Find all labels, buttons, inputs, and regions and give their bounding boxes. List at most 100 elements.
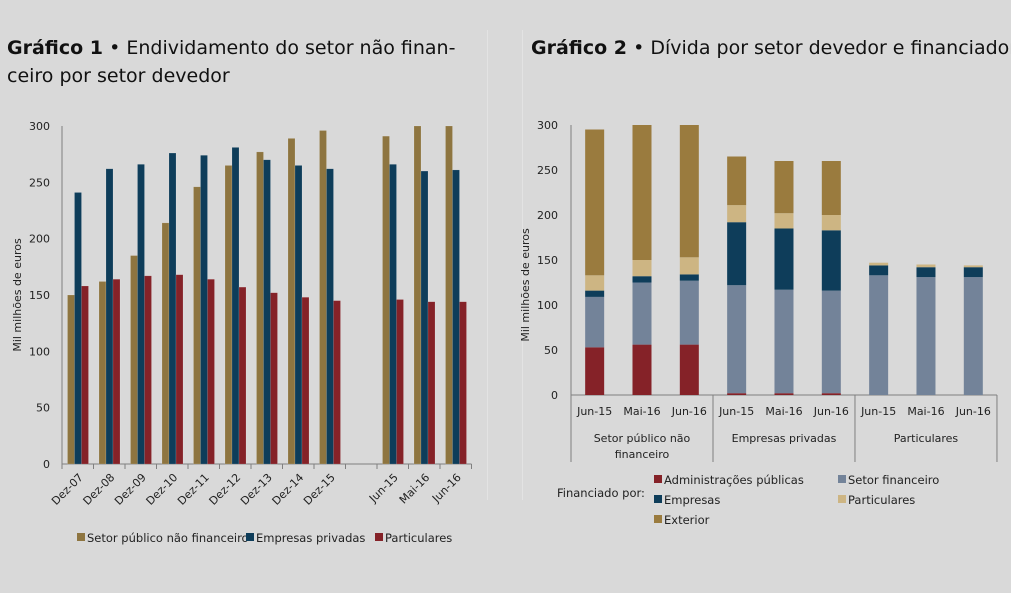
chart1-bar-particulares xyxy=(427,301,436,465)
title-bullet: • xyxy=(109,37,121,59)
chart1-bar-particulares xyxy=(175,274,184,465)
chart2-legend-label: Exterior xyxy=(664,513,710,527)
chart2-bar-segment-administracoes-publicas xyxy=(727,393,747,395)
chart1-legend-label: Empresas privadas xyxy=(256,531,365,545)
chart2-bar-segment-exterior xyxy=(727,156,747,206)
chart2-x-tick-label: Mai-16 xyxy=(765,405,802,418)
chart2-bar-segment-particulares xyxy=(632,260,652,277)
chart2-y-tick-label: 200 xyxy=(537,209,558,222)
chart2-legend-label: Administrações públicas xyxy=(664,473,804,487)
chart2-bar-segment-particulares xyxy=(963,265,983,268)
chart1-y-axis-label: Mil milhões de euros xyxy=(11,238,24,352)
chart2-group-label: Setor público não xyxy=(594,432,691,445)
chart1-bar-particulares xyxy=(81,285,89,465)
chart1-y-tick-label: 250 xyxy=(29,176,50,189)
chart1-bar-particulares xyxy=(144,275,152,465)
chart2-x-tick-label: Jun-15 xyxy=(576,405,612,418)
chart2-bar-segment-empresas xyxy=(821,230,841,291)
chart2-bar-segment-setor-financeiro xyxy=(916,277,936,395)
chart2-y-tick-label: 150 xyxy=(537,254,558,267)
chart2-x-tick-label: Jun-16 xyxy=(671,405,707,418)
chart2-bar-segment-setor-financeiro xyxy=(632,282,652,345)
chart2-y-tick-label: 250 xyxy=(537,164,558,177)
chart2-title-bold: Gráfico 2 xyxy=(531,37,628,59)
chart2-title-text: Dívida por setor devedor e financiador xyxy=(650,37,1011,59)
chart2-legend-swatch xyxy=(838,475,846,483)
chart2-group-label: Empresas privadas xyxy=(732,432,837,445)
panel-separator xyxy=(487,30,488,500)
chart1-title-bold: Gráfico 1 xyxy=(7,37,104,59)
chart2-y-tick-label: 50 xyxy=(544,344,558,357)
chart2-bar-segment-empresas xyxy=(632,276,652,283)
chart2-y-tick-label: 100 xyxy=(537,299,558,312)
chart2-bar-segment-particulares xyxy=(916,264,936,268)
chart2-x-tick-label: Jun-16 xyxy=(955,405,991,418)
chart2-y-tick-label: 300 xyxy=(537,119,558,132)
chart1-legend-swatch xyxy=(77,533,85,541)
chart2-bar-segment-particulares xyxy=(774,213,794,229)
chart1-y-tick-label: 100 xyxy=(29,345,50,358)
chart2-bar-segment-exterior xyxy=(585,129,605,276)
chart1-bar-particulares xyxy=(333,300,341,465)
chart1-title-line2: ceiro por setor devedor xyxy=(7,65,230,87)
chart2-bar-segment-setor-financeiro xyxy=(821,290,841,394)
chart1-bar-particulares xyxy=(270,292,278,465)
chart2-bar-segment-empresas xyxy=(679,274,699,281)
chart2-x-tick-label: Mai-16 xyxy=(907,405,944,418)
chart1-bar-particulares xyxy=(301,297,310,465)
panel-separator xyxy=(522,30,523,500)
chart2-bar-segment-empresas xyxy=(963,267,983,278)
chart2-bar-segment-exterior xyxy=(774,161,794,214)
chart2-group-label: financeiro xyxy=(615,448,670,461)
chart2-group-label: Particulares xyxy=(894,432,959,445)
chart2-legend-title: Financiado por: xyxy=(557,486,645,500)
chart2-x-tick-label: Jun-16 xyxy=(813,405,849,418)
chart2-bar-segment-administracoes-publicas xyxy=(679,344,699,395)
chart2-legend-label: Empresas xyxy=(664,493,720,507)
chart2-bar-segment-setor-financeiro xyxy=(869,275,889,395)
title-bullet: • xyxy=(633,37,645,59)
chart2-bar-segment-particulares xyxy=(821,215,841,231)
chart2-bar-segment-setor-financeiro xyxy=(679,280,699,345)
chart1-bar-particulares xyxy=(459,301,467,465)
chart2-legend-swatch xyxy=(838,495,846,503)
chart2-x-tick-label: Jun-15 xyxy=(718,405,754,418)
chart2-bar-segment-setor-financeiro xyxy=(585,296,605,348)
chart2-bar-segment-administracoes-publicas xyxy=(774,393,794,395)
chart2-bar-segment-empresas xyxy=(774,228,794,290)
chart1-legend-label: Particulares xyxy=(385,531,452,545)
chart2-bar-segment-empresas xyxy=(727,222,747,286)
chart1-y-tick-label: 150 xyxy=(29,289,50,302)
chart2-bar-segment-exterior xyxy=(679,125,699,258)
chart2-bar-segment-particulares xyxy=(869,262,889,266)
chart2-legend-swatch xyxy=(654,495,662,503)
chart2-bar-segment-setor-financeiro xyxy=(774,289,794,394)
chart2-legend-label: Particulares xyxy=(848,493,915,507)
chart2-bar-segment-empresas xyxy=(916,267,936,278)
chart2-y-tick-label: 0 xyxy=(551,389,558,402)
chart2-bar-segment-empresas xyxy=(869,265,889,276)
chart1-legend-swatch xyxy=(375,533,383,541)
chart2-title: Gráfico 2 • Dívida por setor devedor e f… xyxy=(531,34,1011,62)
chart2-bar-segment-particulares xyxy=(585,275,605,291)
chart2-legend-label: Setor financeiro xyxy=(848,473,939,487)
chart1-legend-label: Setor público não financeiro xyxy=(87,531,249,545)
chart2-bar-segment-empresas xyxy=(585,290,605,297)
chart2-bar-segment-exterior xyxy=(821,161,841,215)
chart2-bar-segment-setor-financeiro xyxy=(727,285,747,394)
chart2-legend-swatch xyxy=(654,475,662,483)
chart2-x-tick-label: Mai-16 xyxy=(623,405,660,418)
chart2-bar-segment-administracoes-publicas xyxy=(585,347,605,395)
chart1-title: Gráfico 1 • Endividamento do setor não f… xyxy=(7,34,477,90)
chart2-bar-segment-particulares xyxy=(679,257,699,275)
chart1-bar-particulares xyxy=(238,286,247,465)
chart1-y-tick-label: 200 xyxy=(29,233,50,246)
chart2-bar-segment-particulares xyxy=(727,205,747,223)
chart2-bar-segment-administracoes-publicas xyxy=(821,393,841,395)
chart1-bar-particulares xyxy=(207,278,215,465)
chart2-x-tick-label: Jun-15 xyxy=(860,405,896,418)
chart2-bar-segment-exterior xyxy=(632,125,652,260)
chart2-legend-swatch xyxy=(654,515,662,523)
chart2-bar-segment-administracoes-publicas xyxy=(632,344,652,395)
